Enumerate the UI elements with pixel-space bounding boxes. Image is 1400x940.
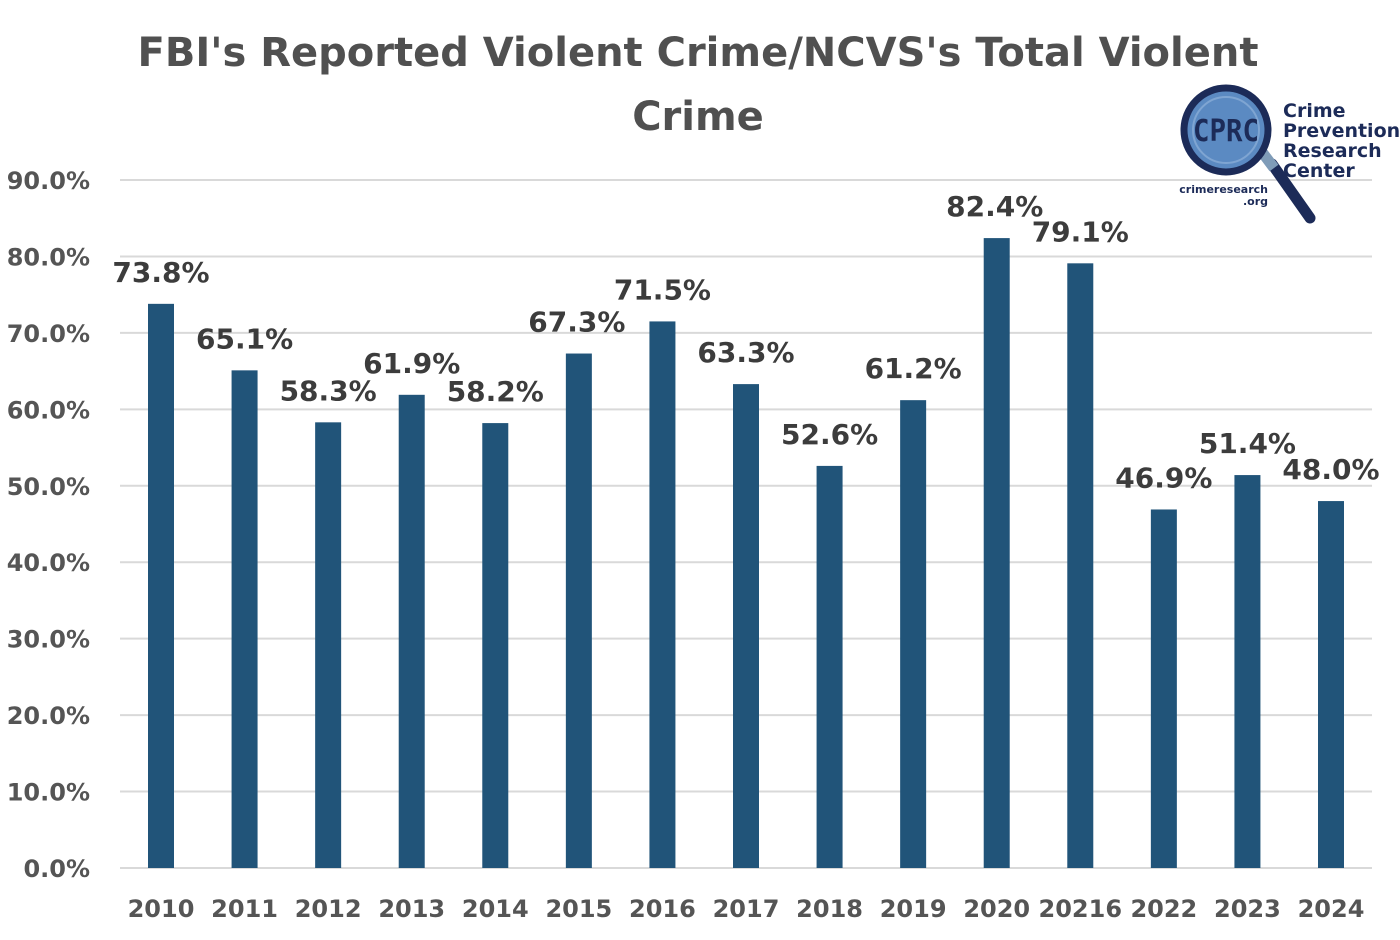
- data-label-2018: 52.6%: [781, 418, 878, 451]
- data-label-2014: 58.2%: [447, 375, 544, 408]
- bar-2016: [649, 321, 676, 868]
- x-tick-label: 2013: [378, 895, 445, 923]
- data-label-2019: 61.2%: [865, 352, 962, 385]
- y-tick-label: 30.0%: [7, 626, 90, 654]
- bar-2019: [900, 400, 927, 868]
- y-tick-label: 90.0%: [7, 167, 90, 195]
- x-tick-label: 2011: [211, 895, 278, 923]
- x-tick-label: 2014: [462, 895, 529, 923]
- y-tick-label: 60.0%: [7, 396, 90, 424]
- x-tick-label: 2020: [963, 895, 1030, 923]
- y-axis: 0.0% 10.0% 20.0% 30.0% 40.0% 50.0% 60.0% 70.0% 8…: [7, 167, 90, 883]
- data-label-2024: 48.0%: [1282, 453, 1379, 486]
- bar-2010: [148, 303, 174, 869]
- cprc-logo: CPRC Crime Prevention Research Center cr…: [1179, 84, 1400, 224]
- bars: [148, 238, 1344, 869]
- x-tick-label: 2012: [295, 895, 362, 923]
- chart-title-line-2: Crime: [632, 94, 764, 140]
- y-tick-label: 40.0%: [7, 549, 90, 577]
- bar-20216: [1067, 263, 1094, 868]
- x-tick-label: 2022: [1130, 895, 1197, 923]
- logo-badge-text: CPRC: [1193, 114, 1259, 149]
- data-label-2017: 63.3%: [697, 336, 794, 369]
- data-label-2016: 71.5%: [614, 273, 711, 306]
- data-label-2020: 82.4%: [946, 190, 1043, 223]
- bar-2020: [983, 238, 1010, 868]
- bar-2015: [565, 353, 592, 868]
- data-label-2012: 58.3%: [280, 374, 377, 407]
- magnifier-lens-icon: [1180, 84, 1272, 176]
- data-label-2010: 73.8%: [112, 256, 209, 289]
- x-tick-label: 2015: [545, 895, 612, 923]
- bar-2024: [1318, 501, 1344, 868]
- x-tick-label: 2024: [1298, 895, 1365, 923]
- y-tick-label: 80.0%: [7, 243, 90, 271]
- data-label-2023: 51.4%: [1199, 427, 1296, 460]
- bar-2017: [733, 384, 759, 868]
- logo-url-line-1: crimeresearch: [1179, 183, 1268, 196]
- bar-2018: [816, 465, 843, 868]
- logo-name-line-3: Research: [1283, 140, 1382, 162]
- chart-title: FBI's Reported Violent Crime/NCVS's Tota…: [138, 30, 1259, 140]
- x-tick-label: 2017: [713, 895, 780, 923]
- y-tick-label: 50.0%: [7, 473, 90, 501]
- x-tick-label: 20216: [1039, 895, 1123, 923]
- data-label-2011: 65.1%: [196, 322, 293, 355]
- bar-2011: [231, 370, 258, 868]
- magnifier-handle-icon: [1266, 158, 1316, 224]
- y-tick-label: 0.0%: [23, 855, 90, 883]
- magnifier-lens-highlight: [1192, 96, 1260, 164]
- x-axis: 2010 2011 2012 2013 2014 2015 2016 2017 2018 2019…: [128, 895, 1365, 923]
- data-label-2022: 46.9%: [1115, 461, 1212, 494]
- bar-2014: [482, 423, 509, 868]
- bar-2023: [1234, 475, 1261, 868]
- bar-2013: [398, 394, 425, 868]
- logo-name-line-4: Center: [1283, 160, 1355, 182]
- logo-name-line-2: Prevention: [1283, 120, 1400, 142]
- data-label-2015: 67.3%: [528, 306, 625, 339]
- bar-2022: [1150, 509, 1177, 868]
- chart-title-line-1: FBI's Reported Violent Crime/NCVS's Tota…: [138, 30, 1259, 76]
- data-label-20216: 79.1%: [1032, 215, 1129, 248]
- x-tick-label: 2018: [796, 895, 863, 923]
- x-tick-label: 2016: [629, 895, 696, 923]
- data-labels: 73.8% 65.1% 58.3%61.9%58.2% 67.3%71.5% 63.3%…: [112, 190, 1379, 494]
- logo-url-line-2: .org: [1243, 195, 1268, 208]
- x-tick-label: 2023: [1214, 895, 1281, 923]
- bar-2012: [315, 422, 342, 868]
- y-tick-label: 20.0%: [7, 702, 90, 730]
- y-tick-label: 70.0%: [7, 320, 90, 348]
- data-label-2013: 61.9%: [363, 347, 460, 380]
- y-tick-label: 10.0%: [7, 779, 90, 807]
- x-tick-label: 2019: [880, 895, 947, 923]
- x-tick-label: 2010: [128, 895, 195, 923]
- logo-name-line-1: Crime: [1283, 100, 1346, 122]
